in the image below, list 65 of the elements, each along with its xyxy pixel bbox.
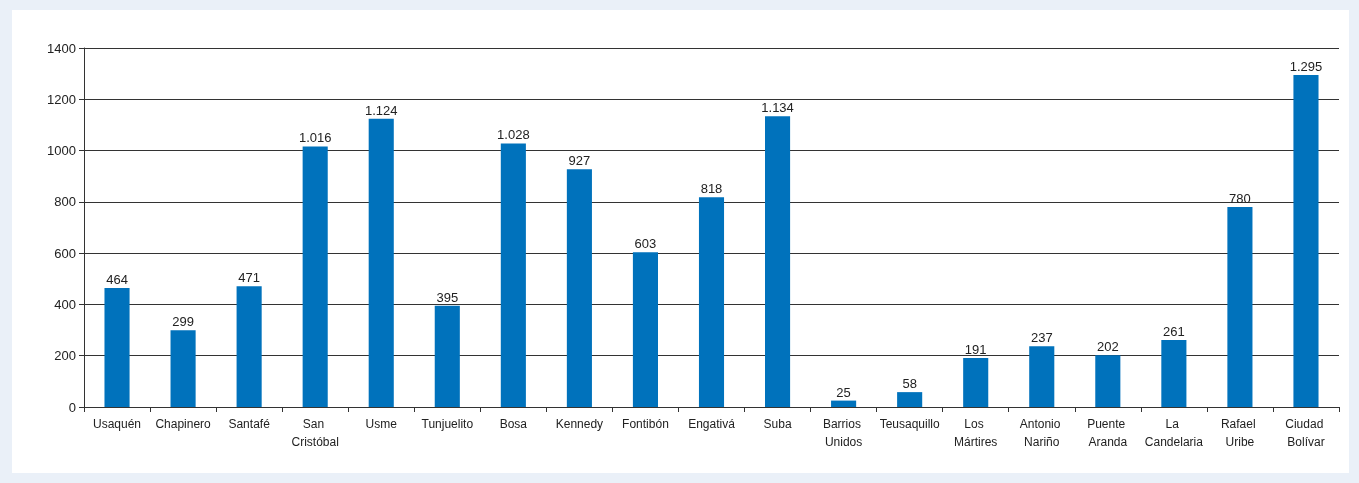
data-label: 58 [902, 376, 917, 392]
x-tick-label: Bosa [499, 417, 528, 431]
bar [1227, 206, 1253, 407]
bar [236, 286, 262, 407]
data-label: 1.295 [1289, 58, 1323, 74]
data-label: 395 [436, 289, 459, 305]
y-tick-label: 400 [54, 296, 76, 312]
data-label: 464 [106, 272, 128, 288]
bar [1161, 340, 1187, 407]
bar [897, 392, 923, 407]
x-tick-label: Tunjuelito [421, 417, 474, 431]
y-tick-label: 1200 [47, 91, 76, 107]
data-label: 25 [836, 384, 851, 400]
data-label: 1.016 [298, 130, 332, 146]
bar [368, 118, 394, 407]
bar [302, 146, 328, 407]
bar [170, 330, 196, 407]
x-tick-label: Usaquén [93, 417, 142, 431]
x-tick-label: Suba [763, 417, 792, 431]
x-tick-label: Engativá [688, 417, 736, 431]
y-tick-label: 600 [54, 245, 76, 261]
data-label: 471 [238, 270, 260, 286]
x-tick-label: Antonio Nariño [1019, 417, 1064, 449]
y-tick-label: 800 [54, 194, 76, 210]
bar [1095, 355, 1121, 407]
x-tick-label: Usme [365, 417, 398, 431]
x-tick-label: Kennedy [555, 417, 604, 431]
y-tick-label: 1000 [47, 143, 76, 159]
data-label: 237 [1030, 330, 1053, 346]
x-tick-label: Fontibón [622, 417, 669, 431]
x-tick-label: La Candelaria [1144, 417, 1204, 449]
bar [500, 143, 526, 407]
y-tick-label: 200 [54, 348, 76, 364]
x-tick-label: Chapinero [155, 417, 212, 431]
data-label: 1.134 [761, 100, 794, 116]
x-tick-label: Barrios Unidos [822, 417, 865, 449]
data-label: 1.028 [497, 127, 530, 143]
x-tick-label: Rafael Uribe [1220, 417, 1259, 449]
data-label: 261 [1163, 324, 1185, 340]
data-label: 299 [172, 314, 194, 330]
bar [963, 358, 989, 407]
data-label: 1.124 [364, 102, 398, 118]
data-label: 780 [1229, 190, 1251, 206]
bar [632, 252, 658, 407]
x-tick-label: Ciudad Bolívar [1285, 417, 1327, 449]
bar [566, 169, 592, 407]
data-label: 927 [568, 153, 591, 169]
data-label: 603 [634, 236, 657, 252]
bar [434, 305, 460, 407]
data-label: 818 [700, 181, 723, 197]
data-label: 202 [1096, 339, 1119, 355]
x-tick-label: Santafé [228, 417, 271, 431]
bar [831, 400, 857, 407]
data-label: 191 [964, 342, 987, 358]
x-tick-label: Los Mártires [954, 417, 998, 449]
y-tick-label: 1400 [47, 40, 76, 56]
bar [104, 288, 130, 407]
bar [1029, 346, 1055, 407]
x-tick-label: San Cristóbal [291, 417, 339, 449]
bar [1293, 74, 1319, 407]
x-tick-label: Teusaquillo [879, 417, 940, 431]
bar [698, 197, 725, 407]
bar [765, 116, 791, 407]
y-tick-label: 0 [68, 399, 76, 415]
x-tick-label: Puente Aranda [1087, 417, 1129, 449]
